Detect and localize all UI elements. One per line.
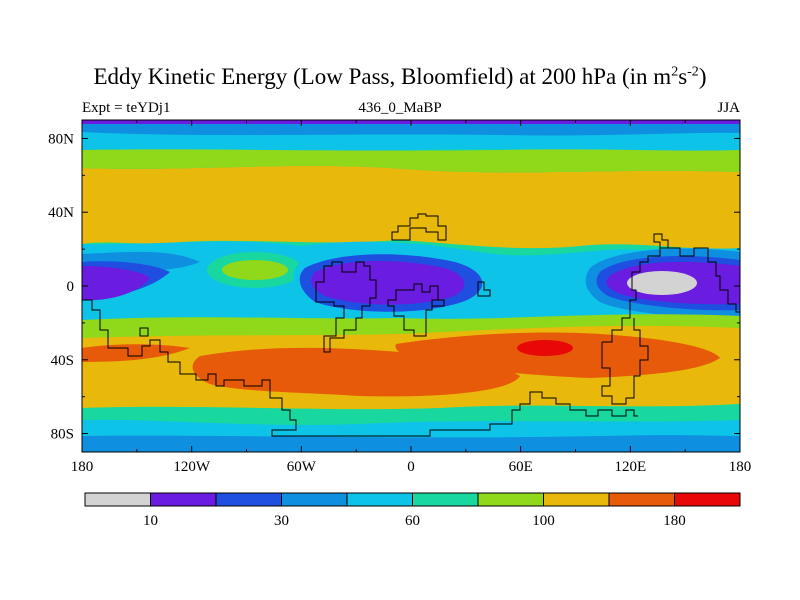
y-tick-label: 40S — [51, 353, 74, 369]
y-tick-label: 40N — [48, 205, 74, 221]
figure-title: Eddy Kinetic Energy (Low Pass, Bloomfiel… — [93, 64, 707, 89]
center-subtitle: 436_0_MaBP — [358, 100, 442, 116]
x-tick-label: 60W — [287, 459, 317, 475]
colorbar — [84, 492, 741, 507]
colorbar-label: 180 — [663, 513, 686, 529]
colorbar-swatch — [412, 492, 479, 507]
colorbar-swatch — [215, 492, 282, 507]
x-tick-label: 60E — [509, 459, 533, 475]
colorbar-label: 60 — [405, 513, 420, 529]
y-tick-label: 80N — [48, 131, 74, 147]
colorbar-swatch — [346, 492, 413, 507]
colorbar-swatch — [543, 492, 610, 507]
colorbar-label: 30 — [274, 513, 289, 529]
axis-ticks — [81, 120, 741, 452]
colorbar-swatch — [608, 492, 675, 507]
coastlines — [82, 213, 740, 437]
y-tick-label: 0 — [67, 279, 75, 295]
x-tick-label: 0 — [407, 459, 415, 475]
y-tick-label: 80S — [51, 427, 74, 443]
colorbar-swatch — [477, 492, 544, 507]
axis-tick-labels: 180 120W 60W 0 60E 120E 180 80N 40N 0 40S 80S — [48, 131, 751, 475]
experiment-label: Expt = teYDj1 — [82, 100, 171, 116]
contour-field — [82, 120, 740, 452]
colorbar-swatch — [150, 492, 217, 507]
x-tick-label: 120W — [173, 459, 211, 475]
colorbar-labels: 10 30 60 100 180 — [143, 513, 686, 529]
colorbar-swatch — [84, 492, 151, 507]
colorbar-swatch — [281, 492, 348, 507]
season-label: JJA — [717, 100, 740, 116]
colorbar-swatch — [674, 492, 741, 507]
x-tick-label: 180 — [71, 459, 94, 475]
x-tick-label: 120E — [614, 459, 646, 475]
colorbar-label: 10 — [143, 513, 158, 529]
colorbar-label: 100 — [532, 513, 555, 529]
x-tick-label: 180 — [729, 459, 752, 475]
